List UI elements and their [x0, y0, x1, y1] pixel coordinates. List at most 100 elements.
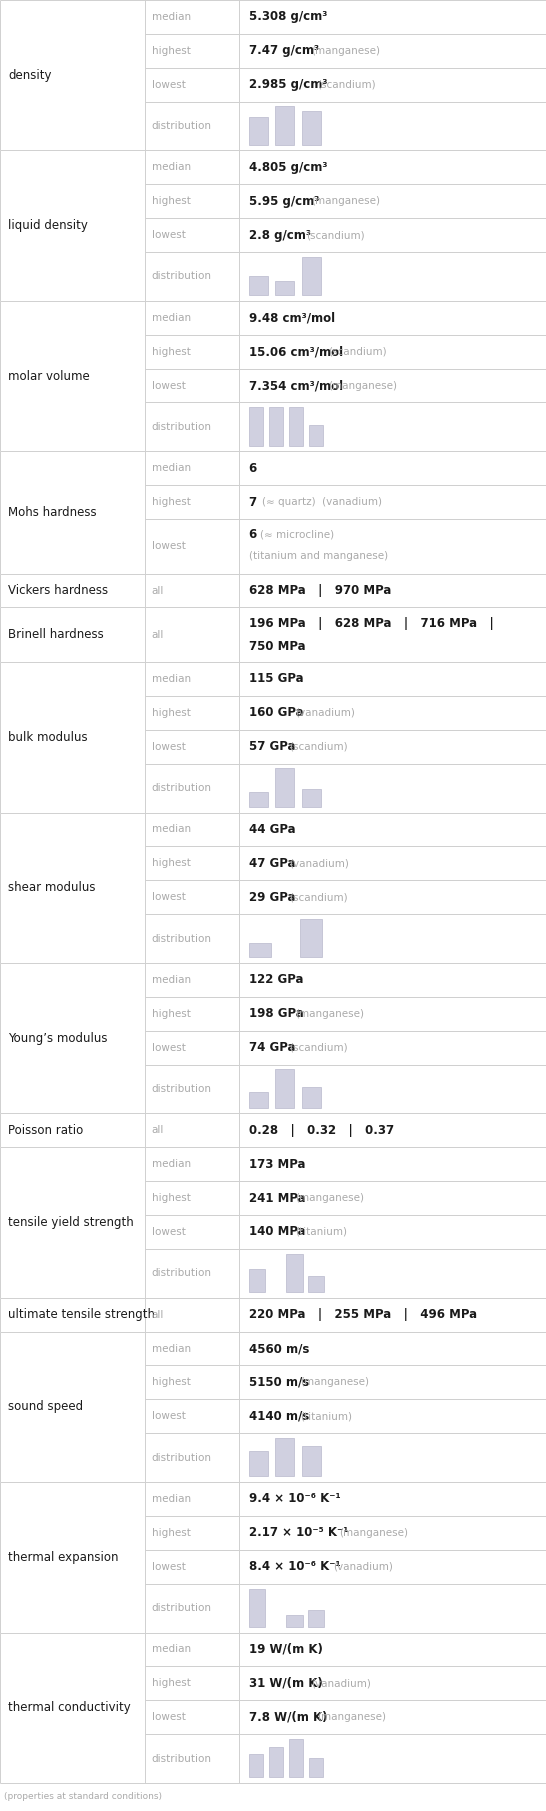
Bar: [300, 918, 322, 956]
Text: 19 W/(m K): 19 W/(m K): [248, 1643, 323, 1655]
Text: lowest: lowest: [152, 541, 186, 551]
Text: all: all: [152, 1309, 164, 1320]
Text: Brinell hardness: Brinell hardness: [8, 628, 104, 641]
Text: 5.308 g/cm³: 5.308 g/cm³: [248, 11, 327, 24]
Bar: [302, 112, 321, 145]
Text: 15.06 cm³/mol: 15.06 cm³/mol: [248, 346, 343, 359]
Text: 750 MPa: 750 MPa: [248, 641, 305, 654]
Text: distribution: distribution: [152, 933, 212, 944]
Text: (manganese): (manganese): [328, 380, 397, 391]
Text: shear modulus: shear modulus: [8, 882, 96, 895]
Text: 2.17 × 10⁻⁵ K⁻¹: 2.17 × 10⁻⁵ K⁻¹: [248, 1527, 348, 1539]
Text: (properties at standard conditions): (properties at standard conditions): [4, 1791, 162, 1800]
Text: highest: highest: [152, 1679, 191, 1688]
Text: (titanium): (titanium): [301, 1411, 353, 1422]
Text: (scandium): (scandium): [328, 346, 387, 357]
Text: 9.4 × 10⁻⁶ K⁻¹: 9.4 × 10⁻⁶ K⁻¹: [248, 1492, 340, 1505]
Text: median: median: [152, 1159, 191, 1170]
Text: distribution: distribution: [152, 1085, 212, 1094]
Text: 241 MPa: 241 MPa: [248, 1192, 305, 1204]
Text: 8.4 × 10⁻⁶ K⁻¹: 8.4 × 10⁻⁶ K⁻¹: [248, 1561, 340, 1574]
Bar: [275, 1070, 294, 1108]
Text: (vanadium): (vanadium): [295, 708, 355, 717]
Text: (manganese): (manganese): [295, 1193, 364, 1203]
Text: lowest: lowest: [152, 1711, 186, 1722]
Text: highest: highest: [152, 1193, 191, 1203]
Bar: [275, 1438, 294, 1476]
Bar: [248, 1755, 263, 1777]
Bar: [275, 768, 294, 806]
Text: 220 MPa   |   255 MPa   |   496 MPa: 220 MPa | 255 MPa | 496 MPa: [248, 1308, 477, 1322]
Text: 4140 m/s: 4140 m/s: [248, 1409, 309, 1423]
Bar: [287, 1615, 303, 1626]
Text: lowest: lowest: [152, 893, 186, 902]
Bar: [308, 424, 323, 446]
Bar: [275, 107, 294, 145]
Text: 160 GPa: 160 GPa: [248, 706, 303, 719]
Text: median: median: [152, 1344, 191, 1353]
Bar: [248, 1270, 265, 1291]
Text: 6: 6: [248, 527, 257, 541]
Text: 2.985 g/cm³: 2.985 g/cm³: [248, 78, 327, 91]
Text: highest: highest: [152, 708, 191, 717]
Text: (manganese): (manganese): [317, 1711, 386, 1722]
Text: median: median: [152, 824, 191, 835]
Text: distribution: distribution: [152, 422, 212, 433]
Text: median: median: [152, 974, 191, 985]
Text: (titanium): (titanium): [295, 1226, 347, 1237]
Text: (≈ quartz)  (vanadium): (≈ quartz) (vanadium): [262, 498, 382, 507]
Bar: [289, 407, 303, 446]
Text: median: median: [152, 163, 191, 172]
Text: thermal conductivity: thermal conductivity: [8, 1701, 130, 1715]
Text: (manganese): (manganese): [312, 196, 381, 206]
Text: (titanium and manganese): (titanium and manganese): [248, 551, 388, 561]
Text: (manganese): (manganese): [301, 1378, 370, 1387]
Text: all: all: [152, 630, 164, 639]
Text: 9.48 cm³/mol: 9.48 cm³/mol: [248, 311, 335, 324]
Bar: [248, 1588, 265, 1626]
Text: highest: highest: [152, 1528, 191, 1538]
Text: distribution: distribution: [152, 782, 212, 793]
Text: 4.805 g/cm³: 4.805 g/cm³: [248, 161, 327, 174]
Bar: [307, 1610, 324, 1626]
Text: median: median: [152, 1494, 191, 1503]
Bar: [248, 1451, 268, 1476]
Text: median: median: [152, 13, 191, 22]
Text: Vickers hardness: Vickers hardness: [8, 585, 108, 598]
Text: (scandium): (scandium): [289, 1043, 348, 1052]
Text: 198 GPa: 198 GPa: [248, 1007, 304, 1020]
Text: 47 GPa: 47 GPa: [248, 857, 295, 869]
Text: highest: highest: [152, 45, 191, 56]
Text: (vanadium): (vanadium): [312, 1679, 371, 1688]
Bar: [302, 1445, 321, 1476]
Text: (scandium): (scandium): [306, 230, 365, 241]
Text: liquid density: liquid density: [8, 219, 88, 232]
Text: bulk modulus: bulk modulus: [8, 732, 87, 744]
Text: 0.28   |   0.32   |   0.37: 0.28 | 0.32 | 0.37: [248, 1125, 394, 1137]
Bar: [248, 942, 271, 956]
Bar: [307, 1277, 324, 1291]
Text: thermal expansion: thermal expansion: [8, 1550, 118, 1565]
Bar: [248, 407, 263, 446]
Text: all: all: [152, 1125, 164, 1135]
Text: lowest: lowest: [152, 743, 186, 752]
Text: lowest: lowest: [152, 380, 186, 391]
Text: 122 GPa: 122 GPa: [248, 973, 303, 987]
Bar: [302, 790, 321, 806]
Text: 7.354 cm³/mol: 7.354 cm³/mol: [248, 378, 343, 391]
Text: 44 GPa: 44 GPa: [248, 822, 295, 837]
Text: lowest: lowest: [152, 1411, 186, 1422]
Text: ultimate tensile strength: ultimate tensile strength: [8, 1308, 155, 1322]
Text: 5150 m/s: 5150 m/s: [248, 1376, 309, 1389]
Text: (manganese): (manganese): [312, 45, 381, 56]
Text: molar volume: molar volume: [8, 369, 90, 382]
Text: 6: 6: [248, 462, 257, 474]
Text: distribution: distribution: [152, 121, 212, 130]
Text: tensile yield strength: tensile yield strength: [8, 1215, 134, 1230]
Text: 7: 7: [248, 496, 257, 509]
Text: (scandium): (scandium): [289, 893, 348, 902]
Text: 5.95 g/cm³: 5.95 g/cm³: [248, 196, 319, 208]
Text: 74 GPa: 74 GPa: [248, 1041, 295, 1054]
Text: lowest: lowest: [152, 230, 186, 241]
Text: highest: highest: [152, 858, 191, 867]
